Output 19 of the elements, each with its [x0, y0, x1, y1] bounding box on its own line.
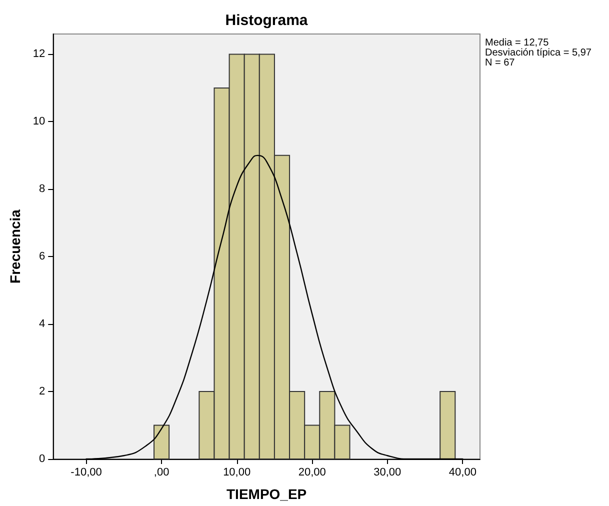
x-tick-label: 10,00 — [223, 466, 251, 478]
text: Desviación típica = 5,97 — [485, 48, 592, 58]
x-tick-label: -10,00 — [70, 466, 102, 478]
x-tick-label: 20,00 — [298, 466, 326, 478]
text: Media = 12,75 — [485, 38, 550, 48]
y-tick-label: 8 — [39, 183, 46, 196]
y-tick-label: 0 — [39, 453, 46, 465]
y-tick-label: 12 — [32, 48, 46, 60]
x-axis-title: TIEMPO_EP — [226, 486, 307, 502]
y-tick-label: 10 — [32, 116, 46, 128]
y-tick-label: 6 — [39, 250, 46, 263]
chart-title: Histograma — [225, 12, 308, 29]
y-tick-label: 4 — [39, 318, 46, 330]
y-tick-label: 2 — [39, 386, 46, 398]
x-tick-label: 30,00 — [374, 466, 402, 478]
x-tick-label: ,00 — [154, 466, 170, 478]
x-tick-label: 40,00 — [448, 466, 476, 478]
text: N = 67 — [485, 58, 516, 68]
y-axis-title: Frecuencia — [7, 209, 23, 284]
